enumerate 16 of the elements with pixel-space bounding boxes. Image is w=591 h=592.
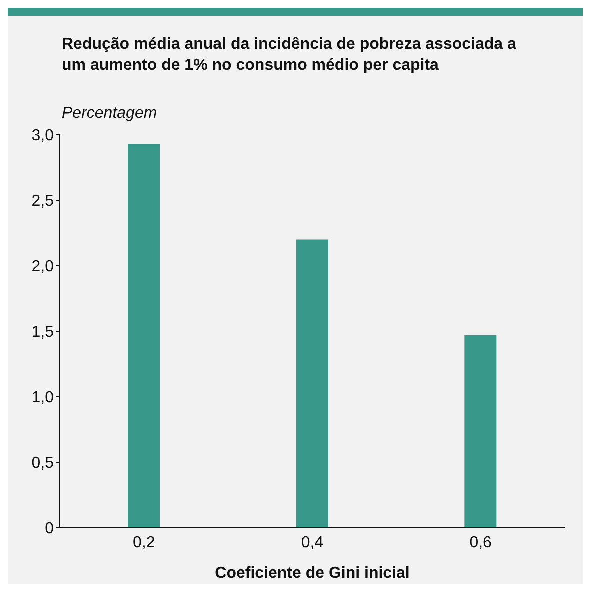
bar (128, 144, 160, 528)
x-tick-label: 0,4 (301, 534, 324, 552)
bar (296, 240, 328, 528)
x-tick-label: 0,6 (470, 534, 492, 552)
x-tick-label: 0,2 (133, 534, 156, 552)
y-tick-label: 1,0 (32, 390, 54, 407)
y-tick-label: 3,0 (32, 128, 54, 145)
y-tick-label: 1,5 (32, 324, 54, 342)
y-tick-label: 0 (45, 520, 54, 538)
y-tick-label: 2,0 (32, 258, 54, 276)
y-tick-label: 0,5 (32, 455, 54, 472)
chart-title: Redução média anual da incidência de pobreza associada a um aumento de 1% no consumo médio per capita (62, 35, 518, 76)
y-tick-label: 2,5 (32, 193, 54, 210)
bar (464, 335, 497, 528)
x-axis-title: Coeficiente de Gini inicial (214, 565, 411, 583)
y-axis-title: Percentagem (62, 105, 158, 123)
